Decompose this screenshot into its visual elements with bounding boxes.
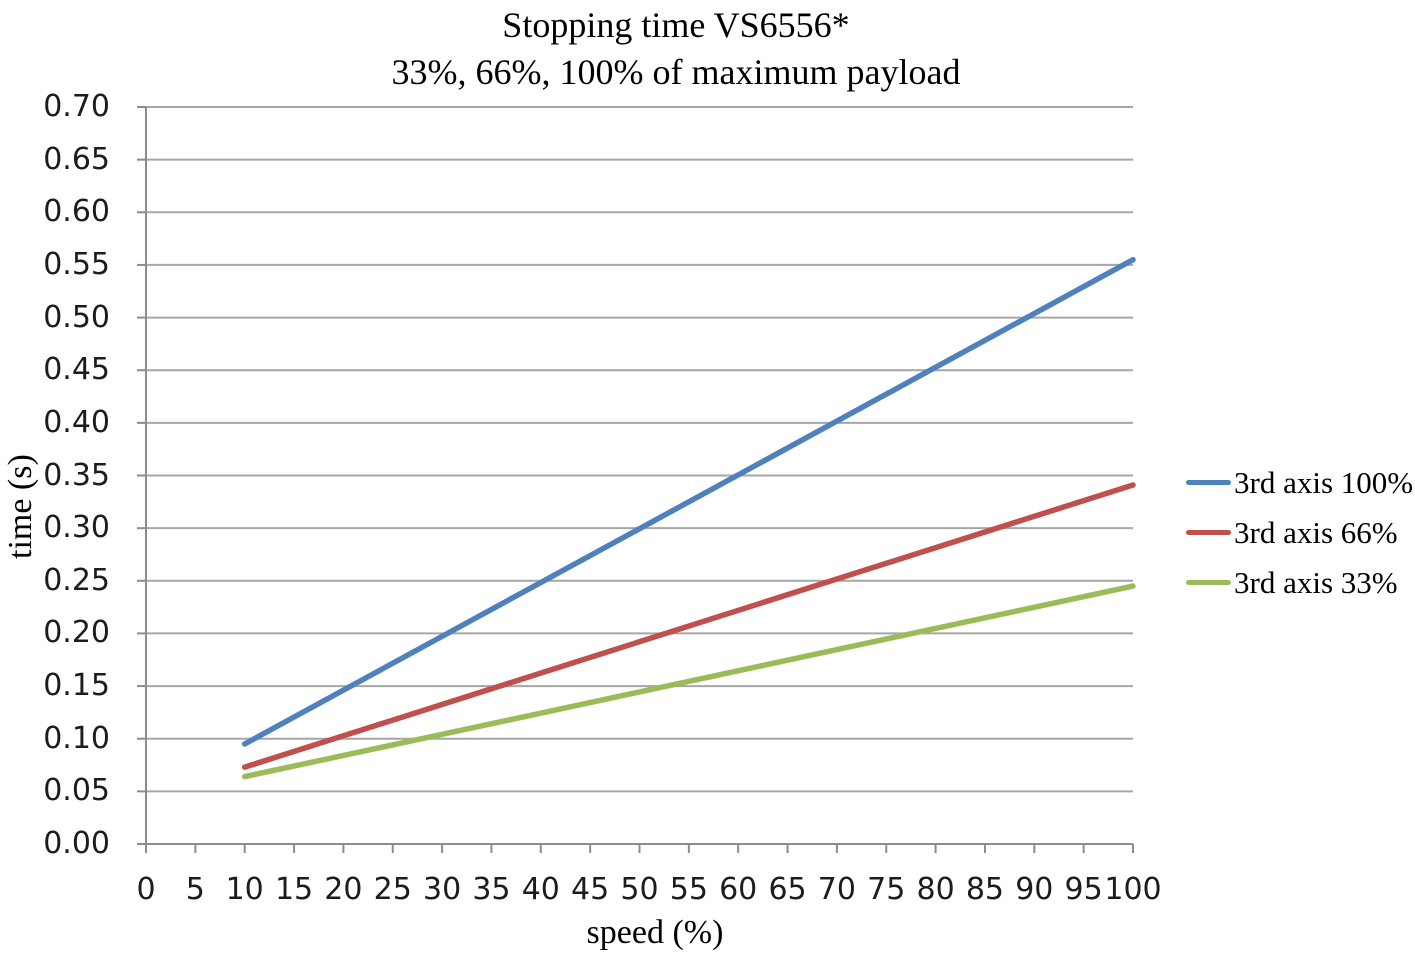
- legend: 3rd axis 100% 3rd axis 66% 3rd axis 33%: [1186, 457, 1413, 607]
- y-tick-label: 0.25: [43, 562, 110, 598]
- x-tick-label: 60: [719, 872, 758, 907]
- series-line: [241, 482, 1136, 770]
- y-tick-label: 0.65: [43, 141, 110, 177]
- legend-item: 3rd axis 100%: [1186, 457, 1413, 507]
- x-tick-label: 30: [423, 872, 462, 907]
- x-axis-title: speed (%): [586, 914, 724, 951]
- chart-subtitle: 33%, 66%, 100% of maximum payload: [391, 52, 961, 92]
- y-tick-label: 0.60: [43, 194, 110, 230]
- x-tick-label: 75: [867, 872, 906, 907]
- x-tick-label: 85: [965, 872, 1005, 907]
- y-tick-label: 0.15: [43, 668, 110, 704]
- x-tick-label: 25: [373, 872, 412, 907]
- x-tick-label: 0: [136, 872, 156, 907]
- x-tick-label: 45: [571, 872, 610, 907]
- y-tick-label: 0.05: [43, 773, 110, 809]
- y-tick-label: 0.40: [43, 404, 110, 440]
- y-tick-label: 0.30: [43, 510, 110, 546]
- y-tick-label: 0.00: [43, 826, 110, 861]
- x-tick-label: 80: [916, 872, 955, 907]
- y-tick-label: 0.55: [43, 246, 110, 282]
- y-tick-label: 0.20: [43, 615, 110, 651]
- x-tick-label: 40: [521, 872, 560, 907]
- legend-label: 3rd axis 100%: [1234, 464, 1414, 500]
- series-line: [241, 583, 1136, 780]
- series-line: [241, 256, 1136, 747]
- x-tick-label: 55: [669, 872, 708, 907]
- x-tick-label: 65: [768, 872, 807, 907]
- x-tick-label: 5: [185, 872, 205, 907]
- x-tick-label: 35: [472, 872, 511, 907]
- x-tick-label: 90: [1015, 872, 1054, 907]
- y-tick-label: 0.50: [43, 299, 110, 335]
- legend-line-marker: [1186, 479, 1231, 485]
- chart-title: Stopping time VS6556*: [502, 5, 850, 45]
- y-tick-label: 0.10: [43, 720, 110, 756]
- x-tick-label: 70: [817, 872, 856, 907]
- legend-line-marker: [1186, 579, 1231, 585]
- chart-title-block: Stopping time VS6556* 33%, 66%, 100% of …: [176, 2, 1176, 96]
- x-tick-label: 100: [1104, 872, 1162, 907]
- legend-item: 3rd axis 33%: [1186, 557, 1413, 607]
- y-tick-label: 0.70: [43, 89, 110, 124]
- y-tick-label: 0.45: [43, 352, 110, 388]
- x-tick-label: 20: [324, 872, 363, 907]
- y-tick-label: 0.35: [43, 457, 110, 493]
- x-tick-label: 10: [225, 872, 264, 907]
- plot-area: [137, 106, 1136, 853]
- x-tick-label: 95: [1064, 872, 1103, 907]
- legend-label: 3rd axis 33%: [1234, 564, 1398, 600]
- plot-svg: [137, 106, 1136, 853]
- x-tick-label: 50: [620, 872, 659, 907]
- legend-line-marker: [1186, 529, 1231, 535]
- legend-label: 3rd axis 66%: [1234, 514, 1398, 550]
- x-tick-label: 15: [274, 872, 314, 907]
- legend-item: 3rd axis 66%: [1186, 507, 1413, 557]
